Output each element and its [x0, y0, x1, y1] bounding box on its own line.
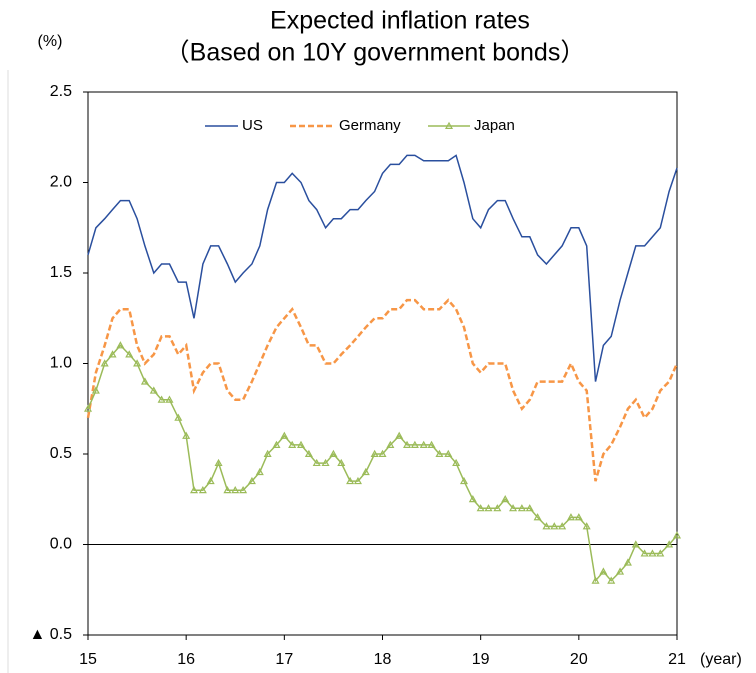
series-marker [370, 449, 379, 457]
series-marker [542, 522, 551, 530]
series-marker [386, 440, 395, 448]
series-marker [623, 558, 632, 566]
series-marker [149, 386, 158, 394]
legend-label: Germany [339, 117, 401, 134]
series-marker [255, 467, 264, 476]
series-marker [599, 567, 608, 575]
series-marker [395, 431, 404, 439]
series-marker [640, 549, 649, 557]
y-tick-label: 0.0 [50, 536, 72, 553]
series-marker [125, 350, 134, 358]
series-marker [427, 440, 436, 448]
series-marker [108, 350, 117, 358]
series-marker [231, 485, 240, 494]
y-tick-label: 2.5 [50, 83, 72, 100]
series-marker [116, 341, 125, 349]
series-marker [501, 495, 510, 503]
series-marker [444, 449, 453, 457]
series-marker [631, 540, 640, 548]
series-marker [435, 449, 444, 457]
x-tick-label: 15 [79, 651, 97, 668]
series-marker [361, 467, 370, 476]
x-tick-label: 17 [275, 651, 293, 668]
y-axis-label: (%) [38, 33, 63, 50]
series-marker [452, 458, 461, 467]
series-marker [566, 513, 575, 521]
x-tick-label: 20 [570, 651, 588, 668]
series-line [86, 298, 679, 482]
series-marker [174, 413, 183, 421]
series-marker [100, 359, 109, 367]
series-marker [133, 359, 142, 367]
series-marker [288, 440, 297, 448]
series-marker [91, 386, 100, 394]
series-marker [672, 531, 682, 539]
series-marker [591, 576, 600, 584]
series-marker [493, 504, 502, 512]
y-tick-label: 1.0 [50, 355, 72, 372]
series-marker [410, 440, 419, 448]
series-marker [304, 449, 313, 457]
series-marker [329, 449, 338, 457]
series-marker [509, 504, 518, 512]
series-marker [476, 504, 485, 512]
x-tick-label: 16 [177, 651, 195, 668]
series-marker [247, 476, 256, 485]
legend-marker [444, 121, 454, 129]
y-tick-label: 1.5 [50, 264, 72, 281]
series-marker [272, 440, 281, 448]
series-marker [321, 458, 330, 467]
series-marker [239, 485, 248, 494]
series-line [87, 154, 678, 382]
series-marker [378, 449, 387, 457]
series-marker [648, 549, 657, 557]
series-marker [353, 476, 362, 485]
x-tick-label: 19 [472, 651, 490, 668]
series-marker [297, 440, 306, 448]
series-marker [337, 458, 346, 467]
y-tick-label: ▲ 0.5 [29, 626, 72, 643]
series-marker [83, 404, 93, 412]
series-marker [550, 522, 559, 530]
series-marker [517, 504, 526, 512]
series-marker [582, 522, 591, 530]
series-marker [198, 485, 207, 494]
series-marker [263, 449, 272, 457]
series-marker [403, 440, 412, 448]
chart-subtitle: （Based on 10Y government bonds） [165, 39, 586, 67]
series-marker [206, 476, 215, 485]
x-tick-label: 21 [668, 651, 686, 668]
series-marker [182, 431, 191, 439]
series-marker [607, 576, 616, 584]
series-marker [558, 522, 567, 530]
series-marker [312, 458, 321, 467]
series-marker [656, 549, 665, 557]
series-marker [223, 485, 232, 494]
series-marker [140, 377, 149, 385]
series-marker [157, 395, 166, 403]
series-line [87, 344, 678, 583]
legend-label: Japan [474, 117, 515, 134]
series-marker [468, 495, 477, 503]
y-tick-label: 0.5 [50, 445, 72, 462]
series-marker [459, 476, 468, 485]
series-marker [525, 504, 534, 512]
series-marker [574, 513, 583, 521]
series-marker [484, 504, 493, 512]
series-marker [165, 395, 174, 403]
series-marker [190, 485, 199, 494]
series-marker [665, 540, 674, 548]
x-axis-label: (year) [700, 651, 742, 668]
chart-title: Expected inflation rates [270, 7, 530, 35]
series-marker [346, 476, 355, 485]
series-marker [533, 513, 542, 521]
x-tick-label: 18 [374, 651, 392, 668]
y-tick-label: 2.0 [50, 174, 72, 191]
legend-label: US [242, 117, 263, 134]
series-marker [280, 431, 289, 439]
series-marker [419, 440, 428, 448]
series-marker [616, 567, 625, 575]
series-marker [214, 458, 223, 467]
